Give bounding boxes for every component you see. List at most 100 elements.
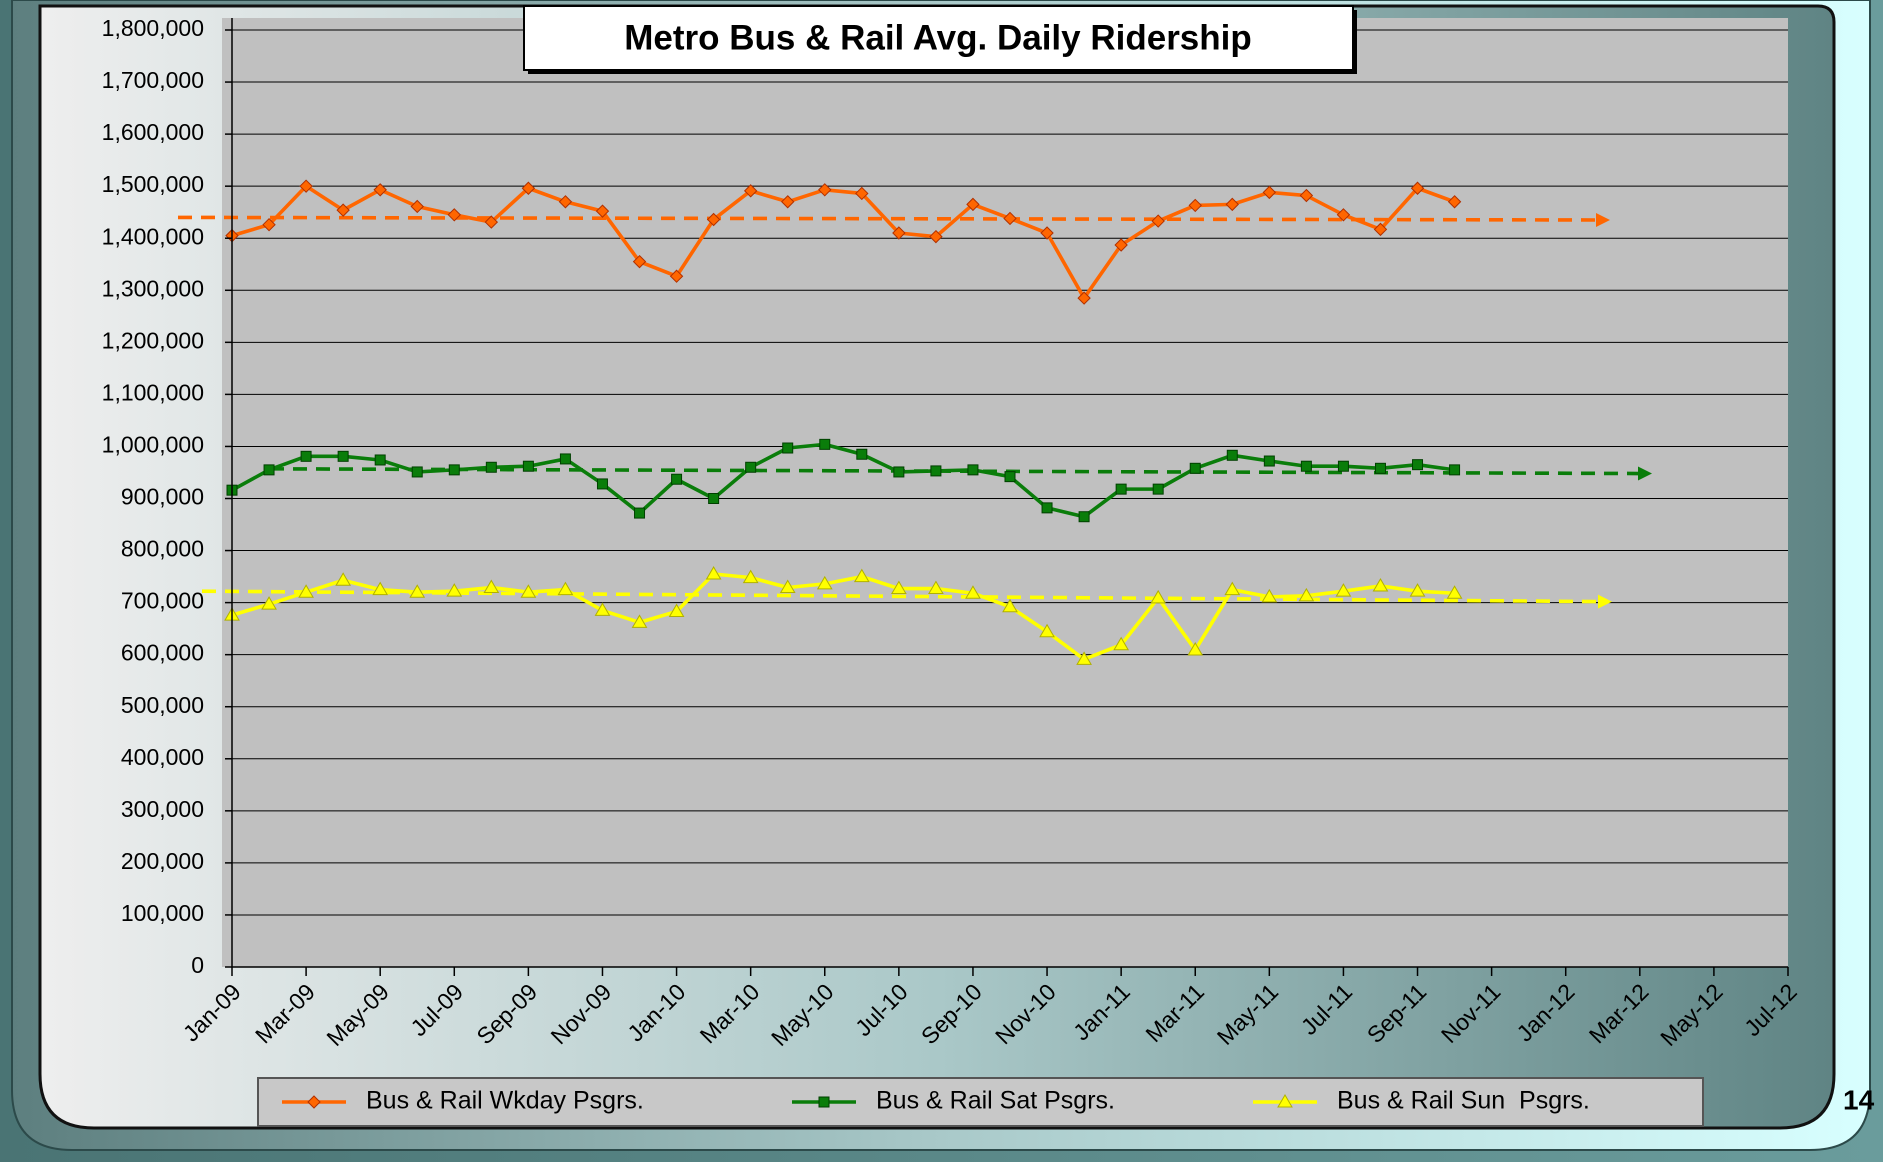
marker	[1078, 511, 1090, 523]
marker	[372, 581, 389, 596]
marker	[335, 572, 352, 586]
marker	[779, 579, 796, 594]
marker	[705, 565, 722, 580]
marker	[1004, 471, 1016, 483]
marker	[671, 473, 683, 485]
marker	[559, 453, 571, 465]
marker	[631, 614, 648, 628]
marker	[300, 450, 312, 462]
marker	[1299, 188, 1314, 203]
marker	[1188, 198, 1202, 213]
legend-marker	[307, 1095, 321, 1109]
marker	[745, 461, 757, 473]
y-tick-label: 800,000	[121, 536, 204, 562]
marker	[595, 204, 610, 218]
y-tick-label: 1,800,000	[102, 15, 204, 41]
y-tick-label: 200,000	[121, 848, 204, 874]
marker	[558, 195, 573, 209]
y-tick-label: 1,500,000	[102, 171, 204, 197]
marker	[816, 575, 833, 590]
series	[224, 179, 1463, 665]
marker	[596, 478, 608, 490]
marker	[522, 460, 534, 472]
marker	[1152, 483, 1164, 495]
marker	[1410, 181, 1425, 195]
y-tick-label: 400,000	[121, 744, 204, 770]
marker	[856, 448, 868, 460]
marker	[818, 183, 832, 197]
marker	[1151, 214, 1165, 228]
marker	[1335, 583, 1352, 597]
plot-area	[222, 18, 1788, 967]
marker	[967, 464, 979, 476]
legend-marker	[818, 1096, 830, 1108]
marker	[1409, 583, 1426, 597]
marker	[373, 183, 387, 197]
marker	[929, 229, 943, 244]
marker	[1114, 238, 1128, 252]
marker	[632, 254, 647, 269]
marker	[446, 583, 463, 597]
title-box	[523, 5, 1354, 71]
marker	[594, 602, 611, 616]
marker	[634, 507, 646, 519]
marker	[448, 464, 460, 476]
marker	[1224, 581, 1241, 596]
legend-items: Bus & Rail Wkday Psgrs. Bus & Rail Sat Ps…	[282, 1087, 1590, 1115]
marker	[1263, 455, 1275, 467]
marker	[1189, 462, 1201, 474]
y-tick-label: 700,000	[121, 588, 204, 614]
grid	[232, 29, 1788, 968]
marker	[261, 596, 277, 610]
marker	[1187, 641, 1204, 656]
trendline	[177, 215, 1599, 222]
trend-arrow	[1638, 466, 1652, 481]
marker	[893, 466, 905, 478]
marker	[411, 466, 423, 478]
marker	[483, 579, 500, 594]
marker	[262, 217, 276, 232]
trend-arrow	[1598, 594, 1612, 609]
series-line	[231, 184, 1456, 300]
marker	[1113, 636, 1130, 651]
marker	[521, 181, 536, 195]
marker	[520, 584, 537, 598]
marker	[1003, 211, 1017, 226]
marker	[1041, 502, 1053, 514]
marker	[557, 581, 574, 596]
marker	[1077, 291, 1091, 305]
legend-label: Bus & Rail Sun Psgrs.	[1337, 1087, 1590, 1115]
legend	[257, 1077, 1704, 1127]
marker	[855, 186, 869, 201]
marker	[706, 212, 721, 227]
marker	[782, 442, 794, 454]
marker	[930, 465, 942, 477]
marker	[485, 461, 497, 473]
marker	[1298, 587, 1315, 602]
marker	[965, 585, 981, 599]
marker	[1261, 588, 1278, 603]
legend-label: Bus & Rail Sat Psgrs.	[876, 1087, 1115, 1115]
chart-title: Metro Bus & Rail Avg. Daily Ridership	[624, 18, 1252, 57]
marker	[1262, 185, 1277, 200]
y-tick-label: 1,600,000	[102, 119, 204, 145]
y-tick-label: 1,700,000	[102, 67, 204, 93]
marker	[890, 580, 907, 595]
marker	[409, 584, 426, 598]
y-tick-label: 1,100,000	[102, 379, 204, 405]
marker	[928, 580, 944, 595]
marker	[742, 569, 759, 584]
marker	[337, 450, 349, 462]
y-tick-label: 1,200,000	[102, 327, 204, 353]
marker	[263, 464, 275, 476]
marker	[743, 184, 758, 198]
marker	[892, 226, 906, 240]
marker	[1447, 195, 1462, 209]
marker	[668, 603, 685, 617]
y-tick-label: 1,300,000	[102, 275, 204, 301]
marker	[1336, 208, 1351, 222]
marker	[374, 454, 386, 466]
marker	[447, 208, 461, 222]
